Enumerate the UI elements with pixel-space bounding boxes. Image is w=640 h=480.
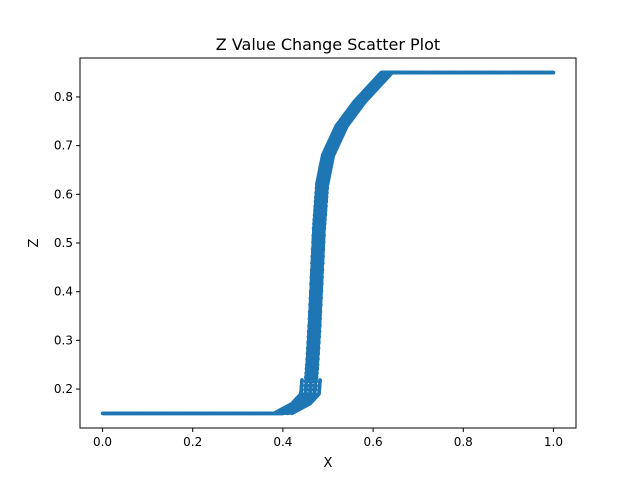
- plot-area: [100, 70, 556, 416]
- chart-title: Z Value Change Scatter Plot: [216, 35, 440, 54]
- scatter-point: [551, 70, 556, 75]
- scatter-point: [318, 378, 322, 382]
- scatter-point: [300, 378, 304, 382]
